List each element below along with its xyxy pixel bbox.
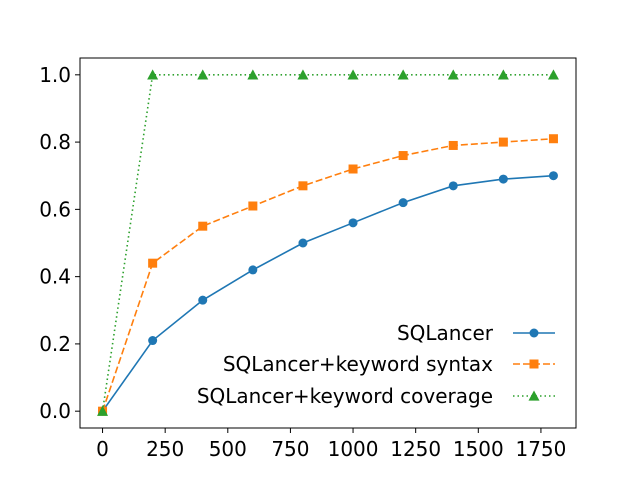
- y-tick-label: 1.0: [39, 63, 71, 87]
- x-tick-label: 1500: [453, 437, 504, 461]
- data-point: [348, 218, 358, 228]
- y-tick-label: 0.4: [39, 265, 71, 289]
- x-tick-label: 0: [96, 437, 109, 461]
- data-point: [198, 295, 208, 305]
- legend-marker: [529, 328, 539, 338]
- series-line: [101, 174, 554, 412]
- data-point: [497, 69, 509, 80]
- data-point: [298, 238, 308, 248]
- legend-marker: [529, 359, 539, 369]
- data-point: [148, 336, 158, 346]
- y-tick-label: 0.6: [39, 197, 71, 221]
- data-point: [248, 201, 258, 211]
- legend-label: SQLancer+keyword syntax: [223, 352, 493, 376]
- data-point: [448, 140, 458, 150]
- data-point: [198, 221, 208, 231]
- data-point: [498, 137, 508, 147]
- data-point: [297, 69, 309, 80]
- y-axis: 0.0 0.2 0.4 0.6 0.8 1.0: [39, 63, 80, 423]
- series-layer: [97, 69, 559, 416]
- data-point: [348, 164, 358, 174]
- y-tick-label: 0.2: [39, 332, 71, 356]
- plot-frame: [79, 57, 577, 429]
- data-point: [248, 265, 258, 275]
- legend: SQLancer SQLancer+keyword syntax SQLancer+…: [197, 321, 555, 408]
- data-point: [447, 69, 459, 80]
- data-point: [298, 181, 308, 191]
- data-point: [398, 151, 408, 161]
- legend-label: SQLancer+keyword coverage: [197, 384, 493, 408]
- y-tick-label: 0.8: [39, 130, 71, 154]
- plot-area: [80, 58, 576, 428]
- data-point: [397, 69, 409, 80]
- data-point: [347, 69, 359, 80]
- data-point: [398, 198, 408, 208]
- data-point: [548, 171, 558, 181]
- x-tick-label: 1250: [390, 437, 441, 461]
- data-point: [97, 405, 109, 416]
- x-axis: 0 250 500 750 1000 1250 1500 1750: [96, 428, 566, 461]
- x-tick-label: 1750: [515, 437, 566, 461]
- series-line: [101, 74, 554, 412]
- y-tick-label: 0.0: [39, 399, 71, 423]
- data-point: [498, 174, 508, 184]
- data-point: [148, 258, 158, 268]
- data-point: [548, 134, 558, 144]
- data-point: [147, 69, 159, 80]
- data-point: [547, 69, 559, 80]
- x-tick-label: 1000: [328, 437, 379, 461]
- legend-marker: [528, 390, 540, 401]
- x-tick-label: 750: [271, 437, 309, 461]
- series-3: [97, 69, 559, 416]
- data-point: [247, 69, 259, 80]
- x-tick-label: 500: [209, 437, 247, 461]
- legend-label: SQLancer: [397, 321, 494, 345]
- data-point: [448, 181, 458, 191]
- x-tick-label: 250: [146, 437, 184, 461]
- series-line: [101, 137, 554, 412]
- data-point: [197, 69, 209, 80]
